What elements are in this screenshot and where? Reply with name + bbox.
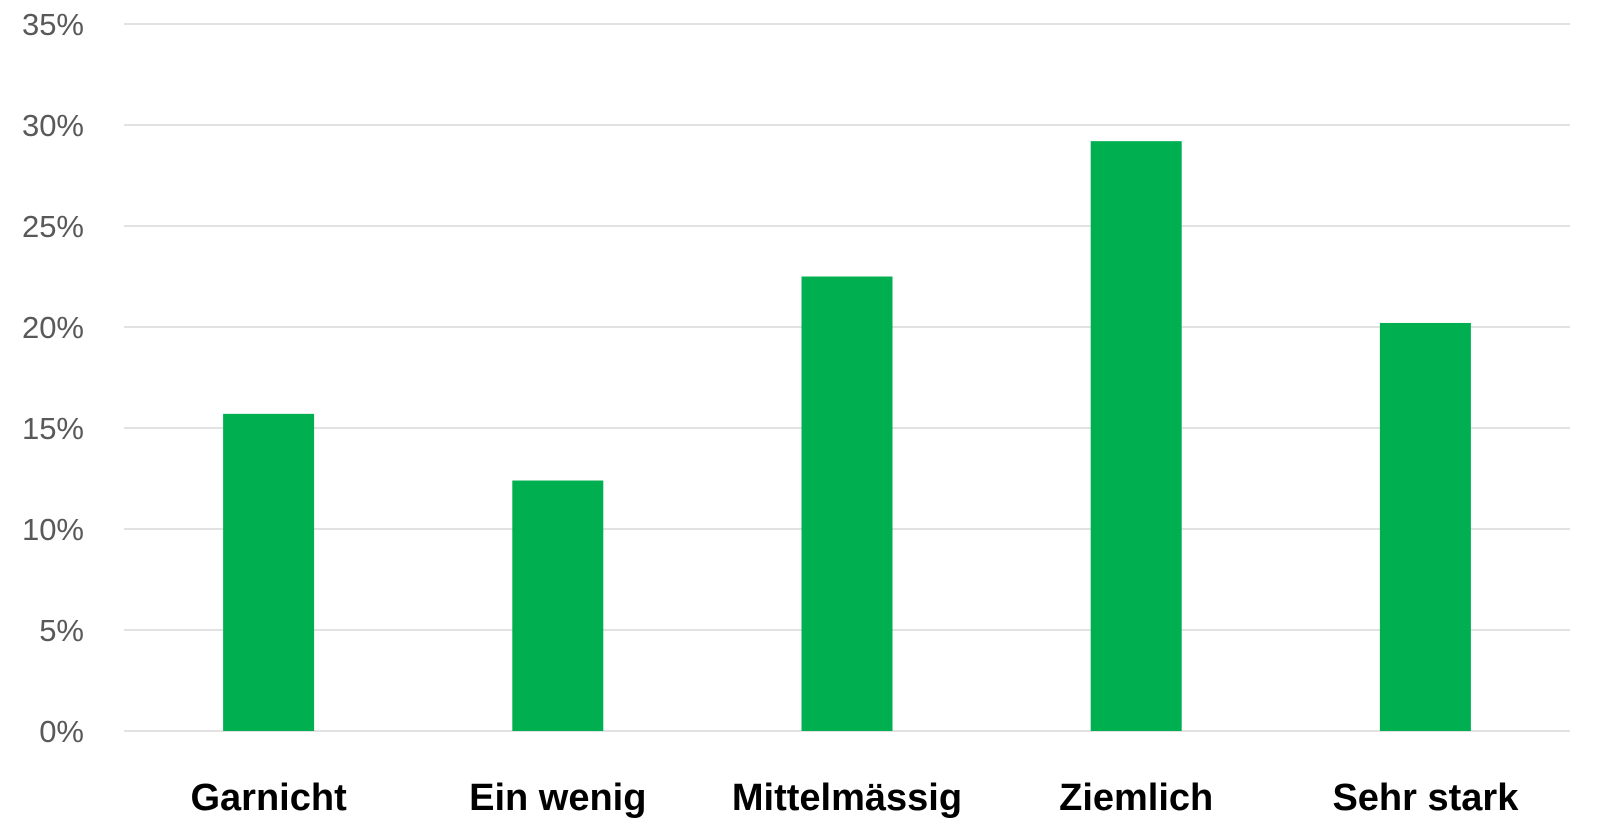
bar [1090,141,1182,731]
bar [512,480,604,731]
bar [223,413,315,731]
y-tick-label: 10% [22,512,84,547]
x-category-label: Sehr stark [1332,777,1519,819]
y-tick-label: 0% [39,714,84,749]
y-tick-label: 25% [22,209,84,244]
x-category-label: Garnicht [190,777,347,819]
x-category-label: Mittelmässig [732,777,962,819]
bar [1379,322,1471,731]
bars [223,141,1471,731]
y-axis-tick-labels: 0% 5% 10% 15% 20% 25% 30% 35% [22,7,84,749]
bar [801,276,893,731]
x-category-label: Ziemlich [1059,777,1213,819]
y-tick-label: 15% [22,411,84,446]
x-axis-category-labels: Garnicht Ein wenig Mittelmässig Ziemlich Seh… [190,777,1519,819]
y-tick-label: 30% [22,108,84,143]
y-tick-label: 5% [39,613,84,648]
x-category-label: Ein wenig [469,777,646,819]
y-tick-label: 20% [22,310,84,345]
y-tick-label: 35% [22,7,84,42]
